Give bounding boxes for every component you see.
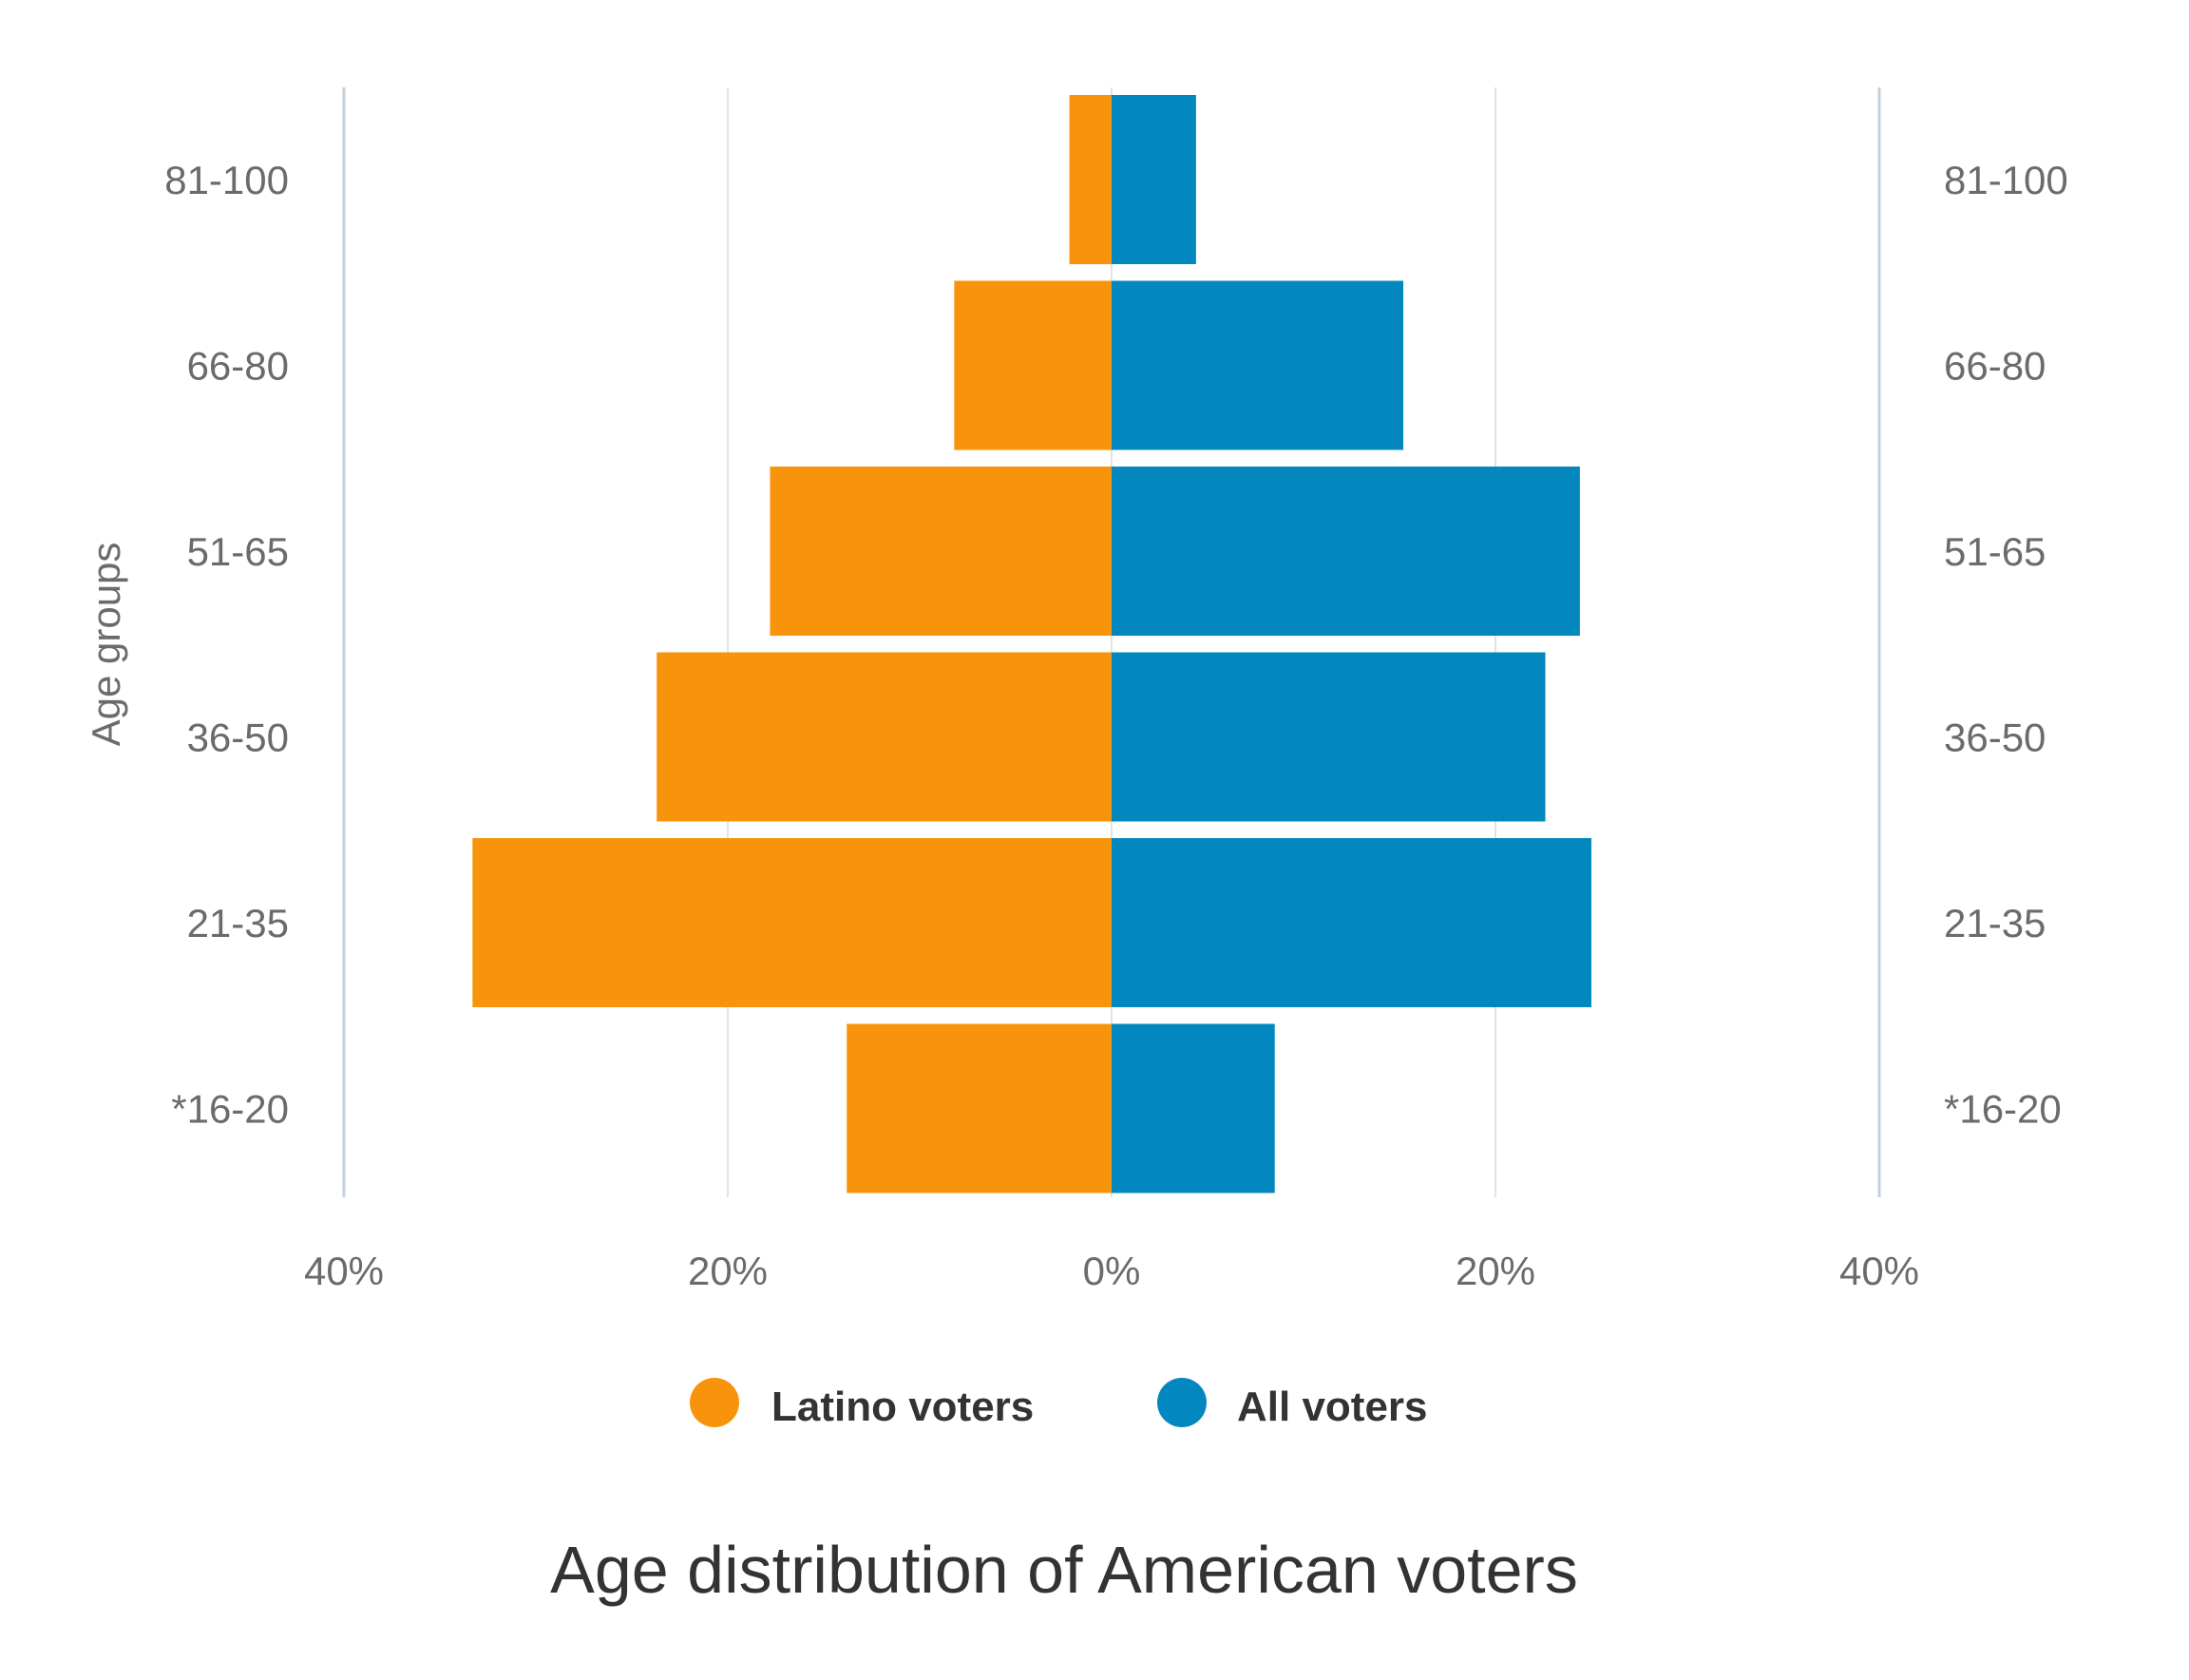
bar-all-36-50: [1112, 652, 1546, 822]
y-tick-label-right: 66-80: [1944, 344, 2046, 389]
bar-all-51-65: [1112, 467, 1580, 636]
x-tick-label: 40%: [304, 1249, 384, 1293]
bar-latino-66-80: [954, 280, 1112, 450]
y-tick-label-right: 36-50: [1944, 716, 2046, 760]
bar-latino-81-100: [1069, 95, 1112, 264]
y-tick-label-right: 81-100: [1944, 158, 2068, 202]
y-tick-label-left: 36-50: [187, 716, 289, 760]
y-tick-label-left: *16-20: [171, 1087, 289, 1132]
y-tick-label-right: 51-65: [1944, 529, 2046, 574]
y-axis-title: Age groups: [84, 543, 128, 747]
x-tick-label: 20%: [688, 1249, 768, 1293]
bar-all-21-35: [1112, 838, 1591, 1007]
legend-label-all: All voters: [1237, 1384, 1428, 1430]
bar-all-66-80: [1112, 280, 1404, 450]
y-axis-ticks-left: 81-100 66-80 51-65 36-50 21-35 *16-20: [164, 158, 289, 1132]
y-tick-label-right: 21-35: [1944, 901, 2046, 945]
bar-latino-36-50: [657, 652, 1112, 822]
y-tick-label-left: 21-35: [187, 901, 289, 945]
y-tick-label-left: 66-80: [187, 344, 289, 389]
bar-latino-51-65: [770, 467, 1112, 636]
legend: Latino voters All voters: [690, 1378, 1428, 1430]
x-tick-label: 0%: [1083, 1249, 1141, 1293]
y-tick-label-right: *16-20: [1944, 1087, 2062, 1132]
legend-label-latino: Latino voters: [771, 1384, 1034, 1430]
y-tick-label-left: 51-65: [187, 529, 289, 574]
y-tick-label-left: 81-100: [164, 158, 289, 202]
y-axis-ticks-right: 81-100 66-80 51-65 36-50 21-35 *16-20: [1944, 158, 2068, 1132]
x-axis-ticks: 40% 20% 0% 20% 40%: [304, 1249, 1919, 1293]
x-tick-label: 20%: [1456, 1249, 1535, 1293]
x-tick-label: 40%: [1839, 1249, 1919, 1293]
bars: [472, 95, 1591, 1193]
chart-title: Age distribution of American voters: [550, 1533, 1578, 1607]
gridlines: [342, 87, 1881, 1197]
bar-latino-21-35: [472, 838, 1113, 1007]
bar-all-81-100: [1112, 95, 1196, 264]
legend-swatch-all: [1157, 1378, 1207, 1427]
bar-latino-16-20: [847, 1023, 1112, 1193]
legend-swatch-latino: [690, 1378, 739, 1427]
bar-all-16-20: [1112, 1023, 1275, 1193]
